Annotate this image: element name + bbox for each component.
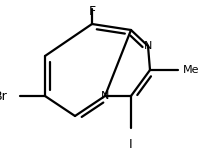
Text: Br: Br <box>0 90 7 102</box>
Text: Me: Me <box>183 65 200 75</box>
Text: F: F <box>88 5 95 18</box>
Text: N: N <box>144 41 152 51</box>
Text: N: N <box>101 91 109 101</box>
Text: I: I <box>129 138 133 151</box>
